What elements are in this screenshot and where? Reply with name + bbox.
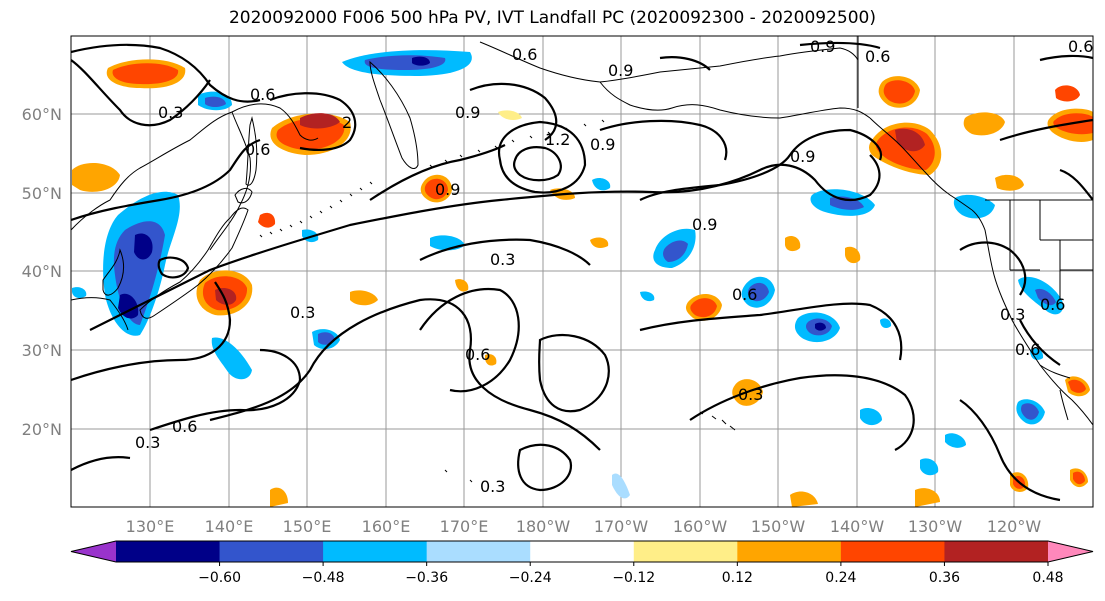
longitude-label: 160°W (673, 517, 728, 536)
longitude-label: 150°W (751, 517, 806, 536)
ivt-contours (71, 41, 1093, 502)
contour-label: 0.9 (455, 103, 480, 122)
contour-label: 0.3 (480, 477, 505, 496)
contour-label: 0.9 (790, 147, 815, 166)
latitude-label: 30°N (22, 341, 62, 360)
contour-label: 0.9 (608, 61, 633, 80)
longitude-label: 170°W (594, 517, 649, 536)
colorbar-tick-label: 0.12 (722, 570, 753, 586)
colorbar-tick-label: −0.12 (612, 570, 655, 586)
colorbar-extension-low (71, 541, 116, 562)
contour-label: 0.3 (1000, 305, 1025, 324)
contour-label: 0.9 (590, 135, 615, 154)
map-frame (70, 35, 1094, 508)
colorbar: −0.60 −0.48 −0.36 −0.24 −0.12 0.12 0.24 0.36 0.4… (70, 540, 1094, 586)
colorbar-segment (633, 541, 738, 562)
contour-label: 0.6 (865, 47, 890, 66)
latitude-label: 60°N (22, 105, 62, 124)
latitude-labels: 60°N 50°N 40°N 30°N 20°N (22, 105, 62, 439)
colorbar-segment (530, 541, 635, 562)
contour-label: 2 (342, 113, 352, 132)
longitude-label: 130°E (126, 517, 175, 536)
longitude-labels: 130°E 140°E 150°E 160°E 170°E 180°W 170°… (126, 517, 1042, 536)
contour-label: 0.6 (1040, 295, 1065, 314)
contour-label: 1.2 (545, 130, 570, 149)
colorbar-tick-label: −0.60 (198, 570, 241, 586)
longitude-label: 180°W (516, 517, 571, 536)
contour-label: 0.6 (250, 85, 275, 104)
colorbar-tick-label: 0.48 (1032, 570, 1063, 586)
contour-label: 0.3 (158, 103, 183, 122)
colorbar-segment (737, 541, 842, 562)
colorbar-segment (219, 541, 324, 562)
colorbar-segment (116, 541, 221, 562)
colorbar-tick-label: 0.24 (825, 570, 856, 586)
colorbar-outline (70, 540, 1094, 563)
contour-label: 0.6 (512, 45, 537, 64)
contour-label: 0.9 (810, 37, 835, 56)
colorbar-segment (944, 541, 1049, 562)
longitude-label: 170°E (440, 517, 489, 536)
contour-label: 0.9 (692, 215, 717, 234)
colorbar-segment (840, 541, 945, 562)
longitude-label: 130°W (908, 517, 963, 536)
colorbar-tick-label: −0.24 (509, 570, 552, 586)
latitude-label: 40°N (22, 262, 62, 281)
colorbar-tick-label: −0.48 (302, 570, 345, 586)
colorbar-segment (323, 541, 428, 562)
contour-label: 0.6 (732, 285, 757, 304)
contour-label: 0.3 (490, 250, 515, 269)
longitude-label: 120°W (987, 517, 1042, 536)
colorbar-tick-label: −0.36 (405, 570, 448, 586)
contour-label: 0.6 (1015, 340, 1040, 359)
colorbar-segment (426, 541, 531, 562)
longitude-label: 150°E (283, 517, 332, 536)
contour-label: 0.6 (1068, 37, 1093, 56)
contour-label: 0.6 (245, 140, 270, 159)
contour-label: 0.6 (172, 417, 197, 436)
contour-label: 0.6 (465, 345, 490, 364)
longitude-label: 140°W (830, 517, 885, 536)
contour-label: 0.3 (290, 303, 315, 322)
latitude-label: 50°N (22, 184, 62, 203)
contour-label: 0.3 (135, 433, 160, 452)
contour-label: 0.9 (435, 180, 460, 199)
longitude-label: 160°E (362, 517, 411, 536)
latitude-label: 20°N (22, 420, 62, 439)
contour-label: 0.3 (738, 385, 763, 404)
colorbar-extension-high (1048, 541, 1093, 562)
longitude-label: 140°E (205, 517, 254, 536)
map-title: 2020092000 F006 500 hPa PV, IVT Landfall… (228, 8, 876, 28)
colorbar-tick-label: 0.36 (929, 570, 960, 586)
contour-labels: 0.3 0.6 0.3 0.6 0.6 0.9 1.2 0.9 0.9 0.9 … (135, 37, 1093, 496)
